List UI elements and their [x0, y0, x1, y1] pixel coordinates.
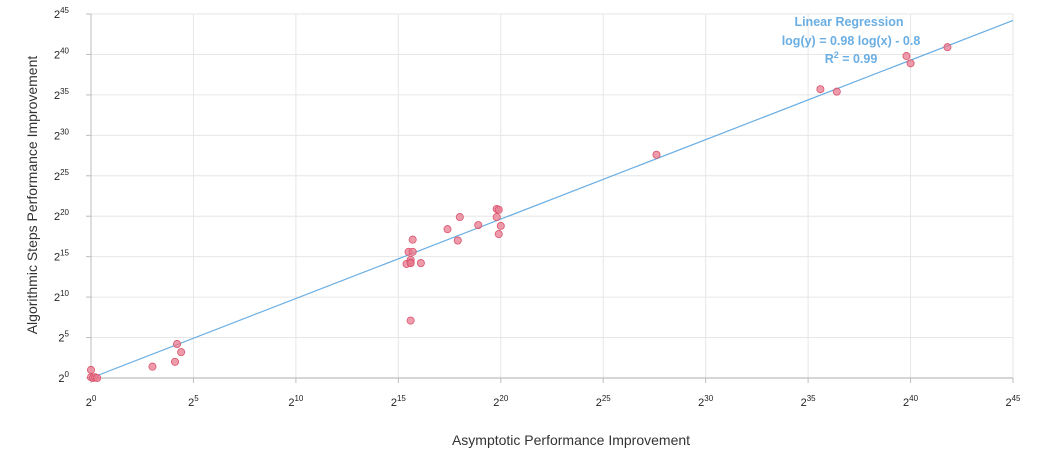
- data-point: [87, 365, 96, 374]
- data-point: [906, 59, 915, 68]
- r2-value: = 0.99: [839, 52, 878, 66]
- x-tick-label: 25: [188, 394, 199, 409]
- x-tick-label: 240: [903, 394, 919, 409]
- data-point: [443, 225, 452, 234]
- data-point: [177, 348, 186, 357]
- data-point: [832, 87, 841, 96]
- x-tick-label: 215: [391, 394, 407, 409]
- regression-equation: log(y) = 0.98 log(x) - 0.8: [782, 34, 921, 48]
- y-tick-label: 245: [54, 6, 70, 21]
- data-point: [406, 259, 415, 268]
- axes: [86, 13, 1014, 383]
- data-point: [408, 247, 417, 256]
- y-tick-label: 225: [54, 168, 70, 183]
- data-point: [93, 373, 102, 382]
- x-tick-label: 245: [1005, 394, 1021, 409]
- y-tick-label: 210: [54, 289, 70, 304]
- y-tick-label: 235: [54, 87, 70, 102]
- y-tick-label: 240: [54, 46, 70, 61]
- x-tick-label: 225: [596, 394, 612, 409]
- r2-superscript: 2: [834, 50, 839, 60]
- data-point: [492, 213, 501, 222]
- data-point: [453, 236, 462, 245]
- x-tick-label: 235: [801, 394, 817, 409]
- data-point: [406, 316, 415, 325]
- data-point: [902, 52, 911, 61]
- x-tick-label: 220: [493, 394, 509, 409]
- regression-title: Linear Regression: [794, 15, 903, 29]
- data-point: [416, 259, 425, 268]
- y-axis-title: Algorithmic Steps Performance Improvemen…: [24, 56, 40, 335]
- tick-labels: 20 25 210 215 220 225 230 235 240 245202521021522…: [54, 6, 1021, 409]
- y-tick-label: 230: [54, 127, 70, 142]
- data-point: [494, 230, 503, 239]
- data-point: [816, 85, 825, 94]
- x-axis-title: Asymptotic Performance Improvement: [452, 432, 690, 448]
- x-tick-label: 210: [288, 394, 304, 409]
- grid: [91, 13, 1014, 378]
- data-point: [474, 221, 483, 230]
- data-point: [496, 221, 505, 230]
- data-point: [173, 340, 182, 349]
- data-points: [87, 43, 952, 382]
- regression-line-group: [90, 19, 1014, 379]
- y-tick-label: 25: [58, 330, 69, 345]
- data-point: [148, 362, 157, 371]
- data-point: [455, 213, 464, 222]
- regression-r2: R2 = 0.99: [825, 50, 878, 66]
- r2-prefix: R: [825, 52, 834, 66]
- data-point: [943, 43, 952, 52]
- regression-annotation: Linear Regression log(y) = 0.98 log(x) -…: [782, 15, 921, 66]
- data-point: [171, 357, 180, 366]
- regression-line: [90, 19, 1014, 379]
- data-point: [652, 150, 661, 159]
- y-tick-label: 220: [54, 208, 70, 223]
- data-point: [494, 205, 503, 214]
- y-tick-label: 20: [58, 370, 69, 385]
- y-tick-label: 215: [54, 249, 70, 264]
- x-tick-label: 20: [86, 394, 97, 409]
- x-tick-label: 230: [698, 394, 714, 409]
- data-point: [408, 235, 417, 244]
